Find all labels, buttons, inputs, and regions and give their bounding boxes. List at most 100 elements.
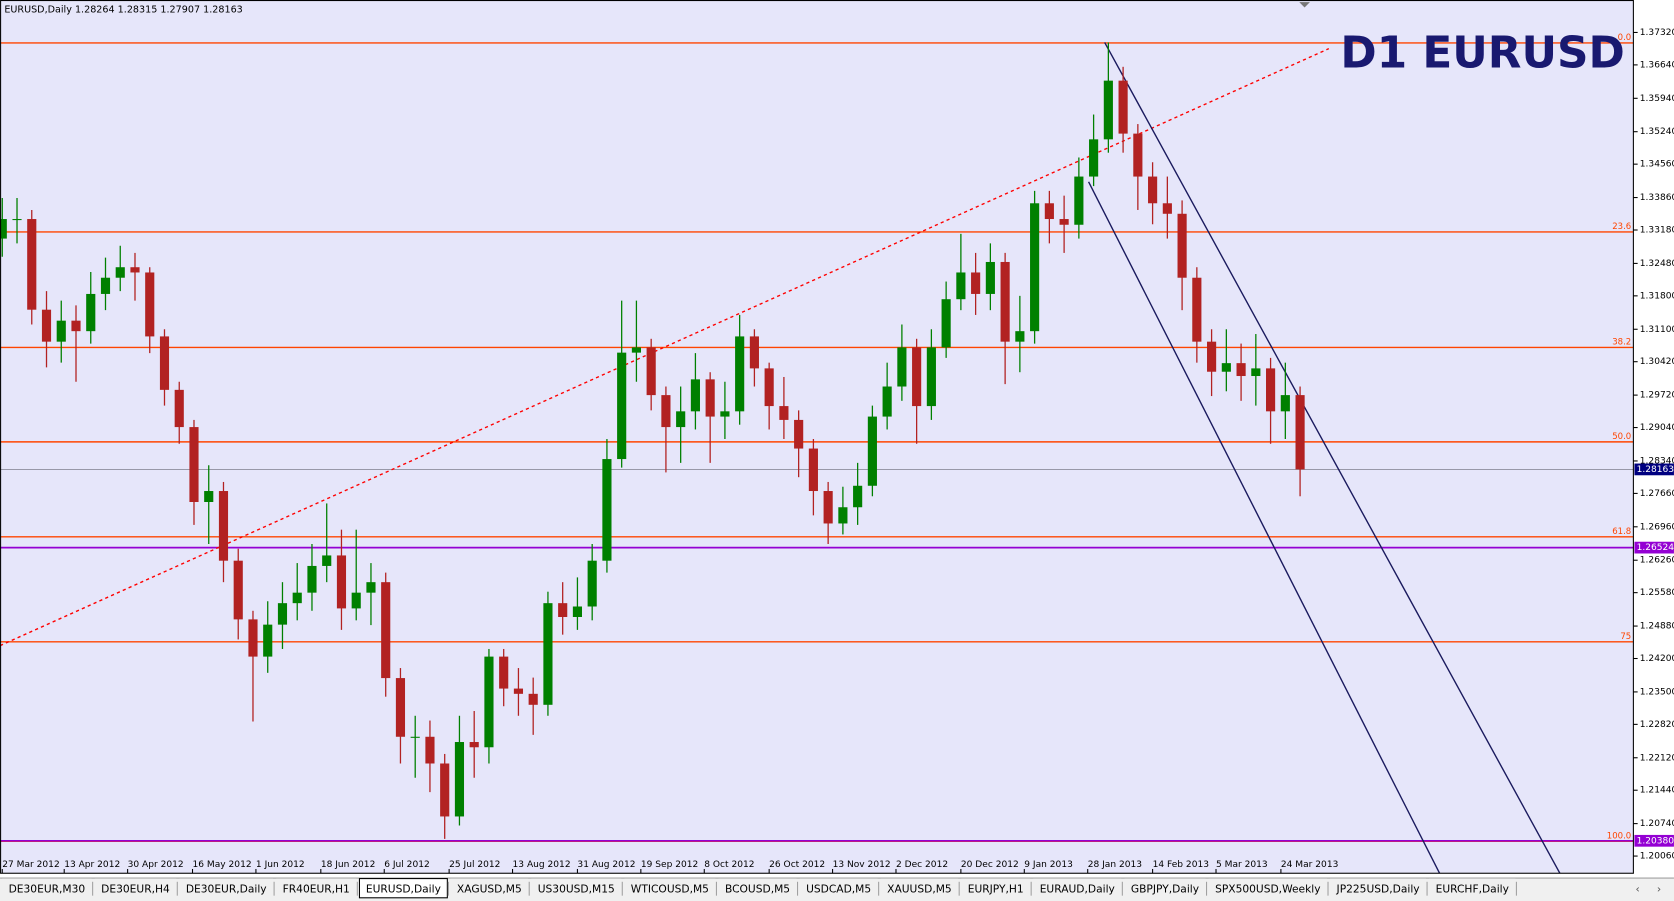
price-box-label: 1.28163: [1637, 465, 1674, 475]
candle-body: [1192, 277, 1202, 342]
y-tick-label: 1.37320: [1640, 28, 1674, 38]
candle-body: [292, 592, 302, 604]
candle-body: [735, 336, 745, 412]
x-tick-label: 27 Mar 2012: [2, 860, 59, 870]
tab-label[interactable]: EURAUD,Daily: [1040, 882, 1115, 895]
tab[interactable]: [1330, 878, 1426, 898]
candle-body: [71, 320, 81, 332]
tab[interactable]: [880, 878, 959, 898]
tab[interactable]: [624, 878, 716, 898]
candle-body: [794, 419, 804, 449]
tab-label[interactable]: EURUSD,Daily: [366, 882, 441, 895]
tab[interactable]: [1033, 878, 1122, 898]
tab[interactable]: [1208, 878, 1327, 898]
candle-body: [676, 411, 686, 428]
plot-border: [0, 0, 1634, 874]
tab-label[interactable]: EURJPY,H1: [968, 882, 1024, 895]
tab-label[interactable]: EURCHF,Daily: [1436, 882, 1509, 895]
tab-label[interactable]: DE30EUR,H4: [101, 882, 170, 895]
x-tick-label: 16 May 2012: [193, 860, 252, 870]
x-tick-label: 5 Mar 2013: [1216, 860, 1268, 870]
price-axis-area: [1633, 0, 1674, 874]
tab-label[interactable]: FR40EUR,H1: [283, 882, 350, 895]
candle-body: [56, 320, 66, 342]
tab-label[interactable]: DE30EUR,Daily: [186, 882, 267, 895]
candle-body: [366, 582, 376, 593]
tab[interactable]: [276, 878, 357, 898]
tab[interactable]: [179, 878, 274, 898]
candle-body: [100, 277, 111, 294]
y-tick-label: 1.23500: [1640, 687, 1674, 697]
tab[interactable]: [2, 878, 92, 898]
candle-body: [912, 347, 922, 407]
plot: [0, 42, 1634, 874]
tab[interactable]: [799, 878, 878, 898]
candle-body: [705, 379, 715, 417]
tab-scroll-right[interactable]: ›: [1657, 882, 1661, 895]
x-tick-label: 18 Jun 2012: [321, 860, 376, 870]
tab-label[interactable]: SPX500USD,Weekly: [1215, 882, 1320, 895]
tab[interactable]: [1429, 878, 1516, 898]
tab-label[interactable]: DE30EUR,M30: [9, 882, 86, 895]
candle-body: [720, 411, 730, 417]
candle-body: [543, 603, 553, 705]
candle-body: [277, 603, 288, 625]
candle-body: [764, 368, 774, 407]
candle-body: [499, 656, 509, 689]
candle-body: [410, 736, 420, 738]
candle-body: [941, 299, 951, 348]
fibo-level-label: 61.8: [1612, 527, 1631, 537]
candle-body: [381, 582, 391, 679]
candle-body: [204, 491, 214, 502]
plot-area: [0, 0, 1634, 874]
y-tick-label: 1.25580: [1640, 588, 1674, 598]
candle-body: [440, 763, 450, 817]
y-tick-label: 1.31800: [1640, 291, 1674, 301]
fibo-level-label: 0.0: [1618, 33, 1632, 43]
tabs: DE30EUR,M30 DE30EUR,H4 DE30EUR,Daily FR40EU…: [2, 878, 1517, 899]
tab[interactable]: [450, 878, 529, 898]
y-tick-label: 1.31100: [1640, 325, 1674, 335]
candle-body: [971, 272, 981, 294]
x-tick-label: 9 Jan 2013: [1024, 860, 1073, 870]
tab[interactable]: [94, 878, 177, 898]
x-tick-label: 2 Dec 2012: [896, 860, 948, 870]
y-tick-label: 1.22120: [1640, 753, 1674, 763]
tab[interactable]: [1124, 878, 1206, 898]
tab-label[interactable]: JP225USD,Daily: [1336, 882, 1420, 895]
y-tick-label: 1.26960: [1640, 522, 1674, 532]
y-tick-label: 1.20740: [1640, 819, 1674, 829]
tab-label[interactable]: XAGUSD,M5: [457, 882, 522, 895]
x-tick-label: 19 Sep 2012: [641, 860, 698, 870]
tab[interactable]: [531, 878, 622, 898]
candle-body: [248, 619, 258, 657]
candle-body: [233, 560, 243, 620]
tab[interactable]: [358, 878, 448, 899]
candle-body: [322, 555, 332, 566]
candle-body: [602, 459, 612, 561]
axis: 1.20060 1.20740 1.21440 1.22120 1.22820 1.235…: [1, 28, 1674, 874]
candle-body: [115, 267, 125, 278]
y-tick-label: 1.27660: [1640, 489, 1674, 499]
tab[interactable]: [718, 878, 797, 898]
tab-label[interactable]: BCOUSD,M5: [725, 882, 790, 895]
shift-marker: [1299, 2, 1310, 8]
candle-body: [189, 427, 199, 502]
tab-scroll-left[interactable]: ‹: [1636, 882, 1640, 895]
candle-body: [1295, 395, 1305, 470]
trendline: [1087, 181, 1441, 874]
x-tick-label: 25 Jul 2012: [449, 860, 500, 870]
tab-label[interactable]: GBPJPY,Daily: [1131, 882, 1199, 895]
candle-body: [897, 347, 907, 387]
tab-label[interactable]: USDCAD,M5: [806, 882, 871, 895]
price-box-label: 1.20380: [1637, 836, 1674, 846]
tab-label[interactable]: XAUUSD,M5: [887, 882, 952, 895]
candle-body: [838, 507, 848, 524]
candle-body: [985, 261, 995, 294]
candle-body: [926, 347, 936, 407]
tab-label[interactable]: US30USD,M15: [538, 882, 615, 895]
tab[interactable]: [961, 878, 1031, 898]
candle-body: [617, 352, 627, 460]
candle-body: [1030, 203, 1040, 332]
tab-label[interactable]: WTICOUSD,M5: [631, 882, 709, 895]
